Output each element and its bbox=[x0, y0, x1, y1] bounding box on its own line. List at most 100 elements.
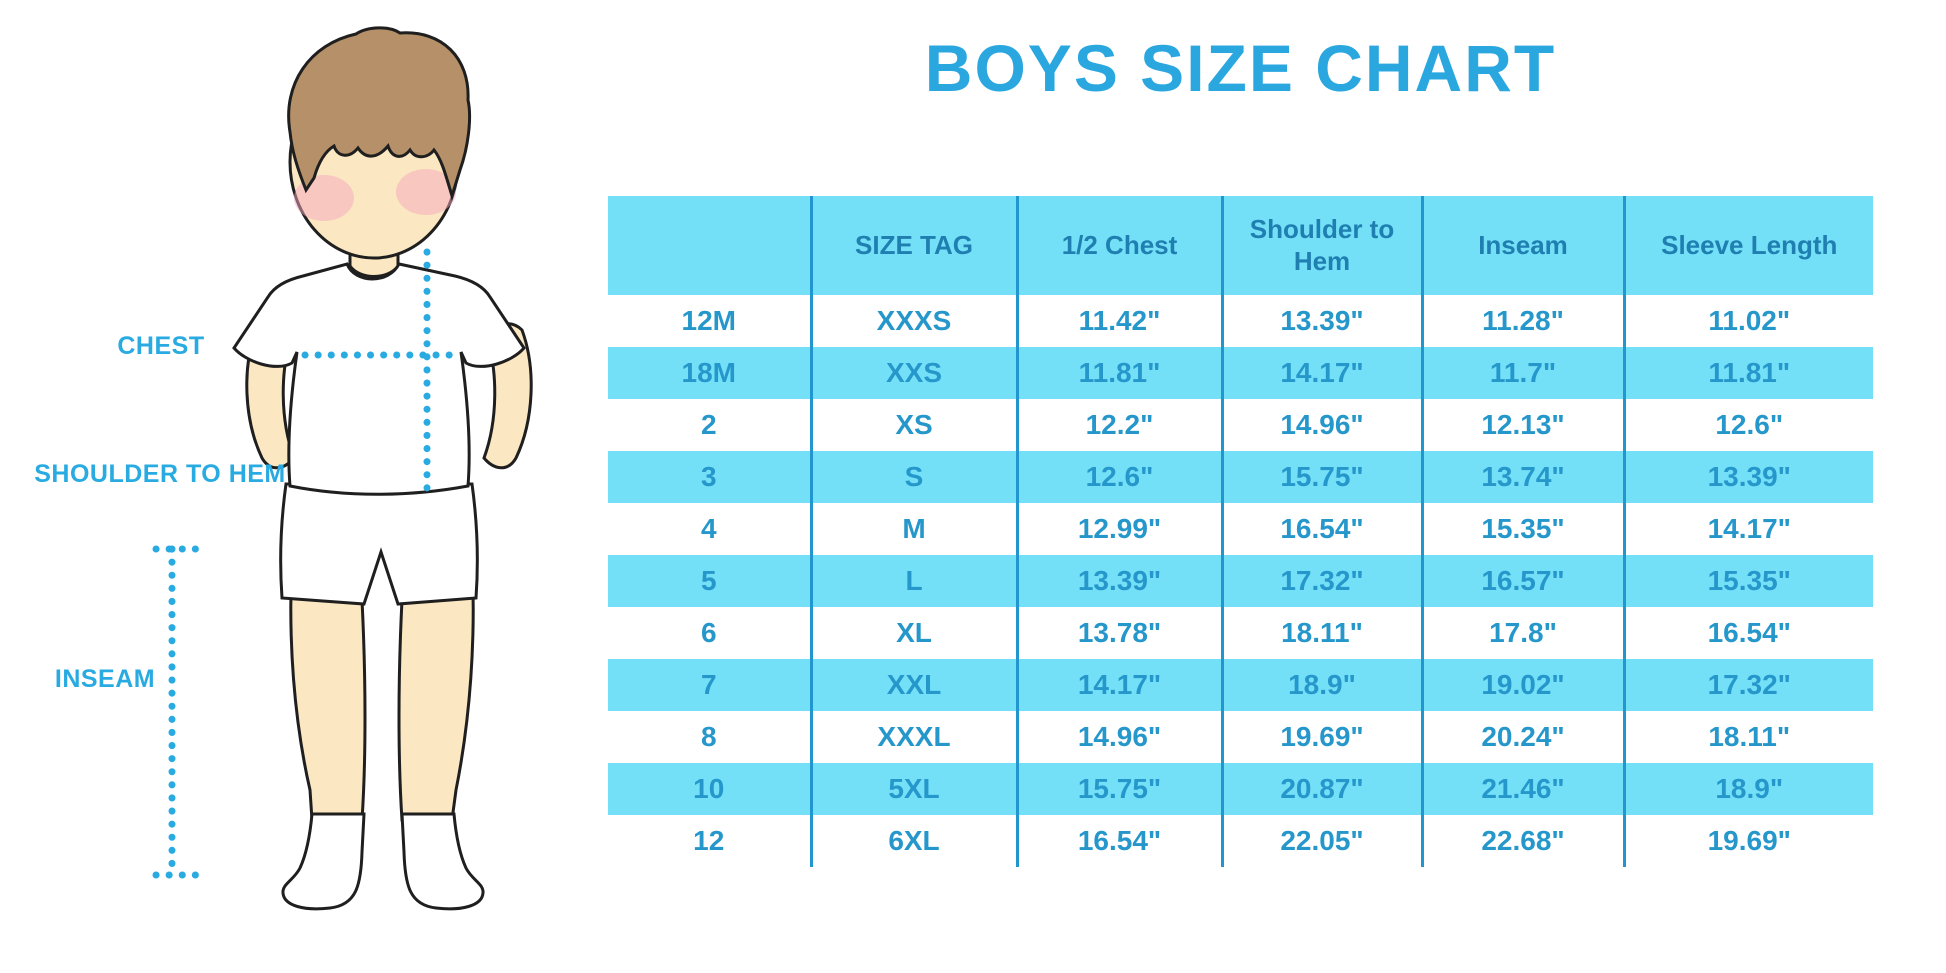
measurement-cell: 16.57" bbox=[1420, 555, 1624, 607]
table-row: 2 XS 12.2" 14.96" 12.13" 12.6" bbox=[608, 399, 1873, 451]
measurement-cell: 18.11" bbox=[1622, 711, 1873, 763]
right-sock bbox=[400, 812, 485, 911]
measurement-cell: 17.32" bbox=[1622, 659, 1873, 711]
measurement-cell: 22.05" bbox=[1220, 815, 1422, 867]
table-row: 3 S 12.6" 15.75" 13.74" 13.39" bbox=[608, 451, 1873, 503]
measurement-cell: 12.13" bbox=[1420, 399, 1624, 451]
measurement-cell: 14.17" bbox=[1220, 347, 1422, 399]
measurement-cell: 19.69" bbox=[1220, 711, 1422, 763]
measurement-cell: 19.02" bbox=[1420, 659, 1624, 711]
size-table: SIZE TAG 1/2 Chest Shoulder to Hem Inseam Sl… bbox=[608, 196, 1873, 867]
measurement-cell: XXXS bbox=[809, 295, 1017, 347]
measurement-cell: S bbox=[809, 451, 1017, 503]
table-row: 12 6XL 16.54" 22.05" 22.68" 19.69" bbox=[608, 815, 1873, 867]
size-cell: 6 bbox=[700, 617, 717, 648]
measurement-cell: 15.35" bbox=[1622, 555, 1873, 607]
table-header: SIZE TAG 1/2 Chest Shoulder to Hem Inseam Sl… bbox=[608, 196, 1873, 295]
measurement-cell: XXXL bbox=[809, 711, 1017, 763]
measurement-cell: 17.32" bbox=[1220, 555, 1422, 607]
column-header: Inseam bbox=[1420, 196, 1624, 295]
chest-label: CHEST bbox=[117, 332, 205, 360]
size-cell: 5 bbox=[608, 555, 811, 607]
measurement-cell: M bbox=[809, 503, 1017, 555]
measurement-cell: 20.87" bbox=[1220, 763, 1422, 815]
measurement-cell: 13.39" bbox=[1622, 451, 1873, 503]
measurement-cell: 14.17" bbox=[1015, 659, 1222, 711]
table-body: 12M XXXS 11.42" 13.39" 11.28" 11.02" 18M XXS 11.… bbox=[608, 295, 1873, 867]
measurement-cell: 11.42" bbox=[1015, 295, 1222, 347]
measurement-cell: 15.75" bbox=[1220, 451, 1422, 503]
measurement-cell: 16.54" bbox=[1015, 815, 1222, 867]
measurement-cell: 12.2" bbox=[1015, 399, 1222, 451]
table-row: 12M XXXS 11.42" 13.39" 11.28" 11.02" bbox=[608, 295, 1873, 347]
size-cell: 3 bbox=[608, 451, 811, 503]
measurement-cell: 22.68" bbox=[1420, 815, 1624, 867]
measurement-cell: 11.81" bbox=[1622, 347, 1873, 399]
measurement-cell: L bbox=[809, 555, 1017, 607]
measurement-cell: 16.54" bbox=[1220, 503, 1422, 555]
table-row: 7 XXL 14.17" 18.9" 19.02" 17.32" bbox=[608, 659, 1873, 711]
measurement-cell: 18.9" bbox=[1220, 659, 1422, 711]
measurement-cell: 13.74" bbox=[1420, 451, 1624, 503]
measurement-cell: XS bbox=[809, 399, 1017, 451]
column-header: 1/2 Chest bbox=[1015, 196, 1222, 295]
column-header bbox=[608, 196, 811, 295]
measurement-cell: 14.96" bbox=[1220, 399, 1422, 451]
inseam-label: INSEAM bbox=[54, 665, 156, 693]
measurement-cell: 16.54" bbox=[1622, 607, 1873, 659]
measurement-cell: 12.6" bbox=[1015, 451, 1222, 503]
measurement-cell: 5XL bbox=[809, 763, 1017, 815]
measurement-cell: 11.02" bbox=[1622, 295, 1873, 347]
boy-illustration bbox=[152, 26, 533, 911]
table-row: 18M XXS 11.81" 14.17" 11.7" 11.81" bbox=[608, 347, 1873, 399]
table-header-row: SIZE TAG 1/2 Chest Shoulder to Hem Inseam Sl… bbox=[608, 196, 1873, 295]
measurement-cell: 15.75" bbox=[1015, 763, 1222, 815]
right-leg bbox=[397, 558, 475, 822]
measurement-cell: 11.7" bbox=[1420, 347, 1624, 399]
measurement-cell: 12.99" bbox=[1015, 503, 1222, 555]
measurement-cell: 18.11" bbox=[1220, 607, 1422, 659]
column-header: Sleeve Length bbox=[1622, 196, 1873, 295]
shorts bbox=[279, 482, 479, 606]
size-cell: 7 bbox=[608, 659, 811, 711]
table-row: 8 XXXL 14.96" 19.69" 20.24" 18.11" bbox=[608, 711, 1873, 763]
table-row: 5 L 13.39" 17.32" 16.57" 15.35" bbox=[608, 555, 1873, 607]
right-cheek-blush bbox=[396, 169, 456, 215]
page-title: BOYS SIZE CHART bbox=[924, 31, 1557, 105]
measurement-cell: 15.35" bbox=[1420, 503, 1624, 555]
column-header: Shoulder to Hem bbox=[1220, 196, 1422, 295]
measurement-cell: 21.46" bbox=[1420, 763, 1624, 815]
measurement-cell: 13.39" bbox=[1220, 295, 1422, 347]
measurement-cell: 18.9" bbox=[1622, 763, 1873, 815]
table-row: 10 5XL 15.75" 20.87" 21.46" 18.9" bbox=[608, 763, 1873, 815]
measurement-cell: 6XL bbox=[809, 815, 1017, 867]
measurement-cell: 11.28" bbox=[1420, 295, 1624, 347]
table-row: 4 M 12.99" 16.54" 15.35" 14.17" bbox=[608, 503, 1873, 555]
left-sock bbox=[281, 812, 366, 911]
size-cell: 4 bbox=[700, 513, 717, 544]
hair bbox=[287, 26, 472, 202]
size-cell: 18M bbox=[608, 347, 811, 399]
measurement-cell: XXS bbox=[809, 347, 1017, 399]
size-cell: 12M bbox=[681, 305, 736, 336]
shoulder-to-hem-label: SHOULDER TO HEM bbox=[34, 460, 286, 488]
measurement-cell: 13.39" bbox=[1015, 555, 1222, 607]
measurement-cell: 19.69" bbox=[1622, 815, 1873, 867]
measurement-cell: 11.81" bbox=[1015, 347, 1222, 399]
size-cell: 12 bbox=[693, 825, 725, 856]
measurement-cell: XXL bbox=[809, 659, 1017, 711]
column-header: SIZE TAG bbox=[809, 196, 1017, 295]
t-shirt bbox=[232, 262, 526, 496]
measurement-cell: 13.78" bbox=[1015, 607, 1222, 659]
size-cell: 10 bbox=[608, 763, 811, 815]
size-cell: 2 bbox=[700, 409, 717, 440]
measurement-cell: 14.17" bbox=[1622, 503, 1873, 555]
measurement-cell: 12.6" bbox=[1622, 399, 1873, 451]
measurement-cell: XL bbox=[809, 607, 1017, 659]
measurement-cell: 14.96" bbox=[1015, 711, 1222, 763]
measurement-cell: 17.8" bbox=[1420, 607, 1624, 659]
table-row: 6 XL 13.78" 18.11" 17.8" 16.54" bbox=[608, 607, 1873, 659]
measurement-cell: 20.24" bbox=[1420, 711, 1624, 763]
size-cell: 8 bbox=[700, 721, 717, 752]
